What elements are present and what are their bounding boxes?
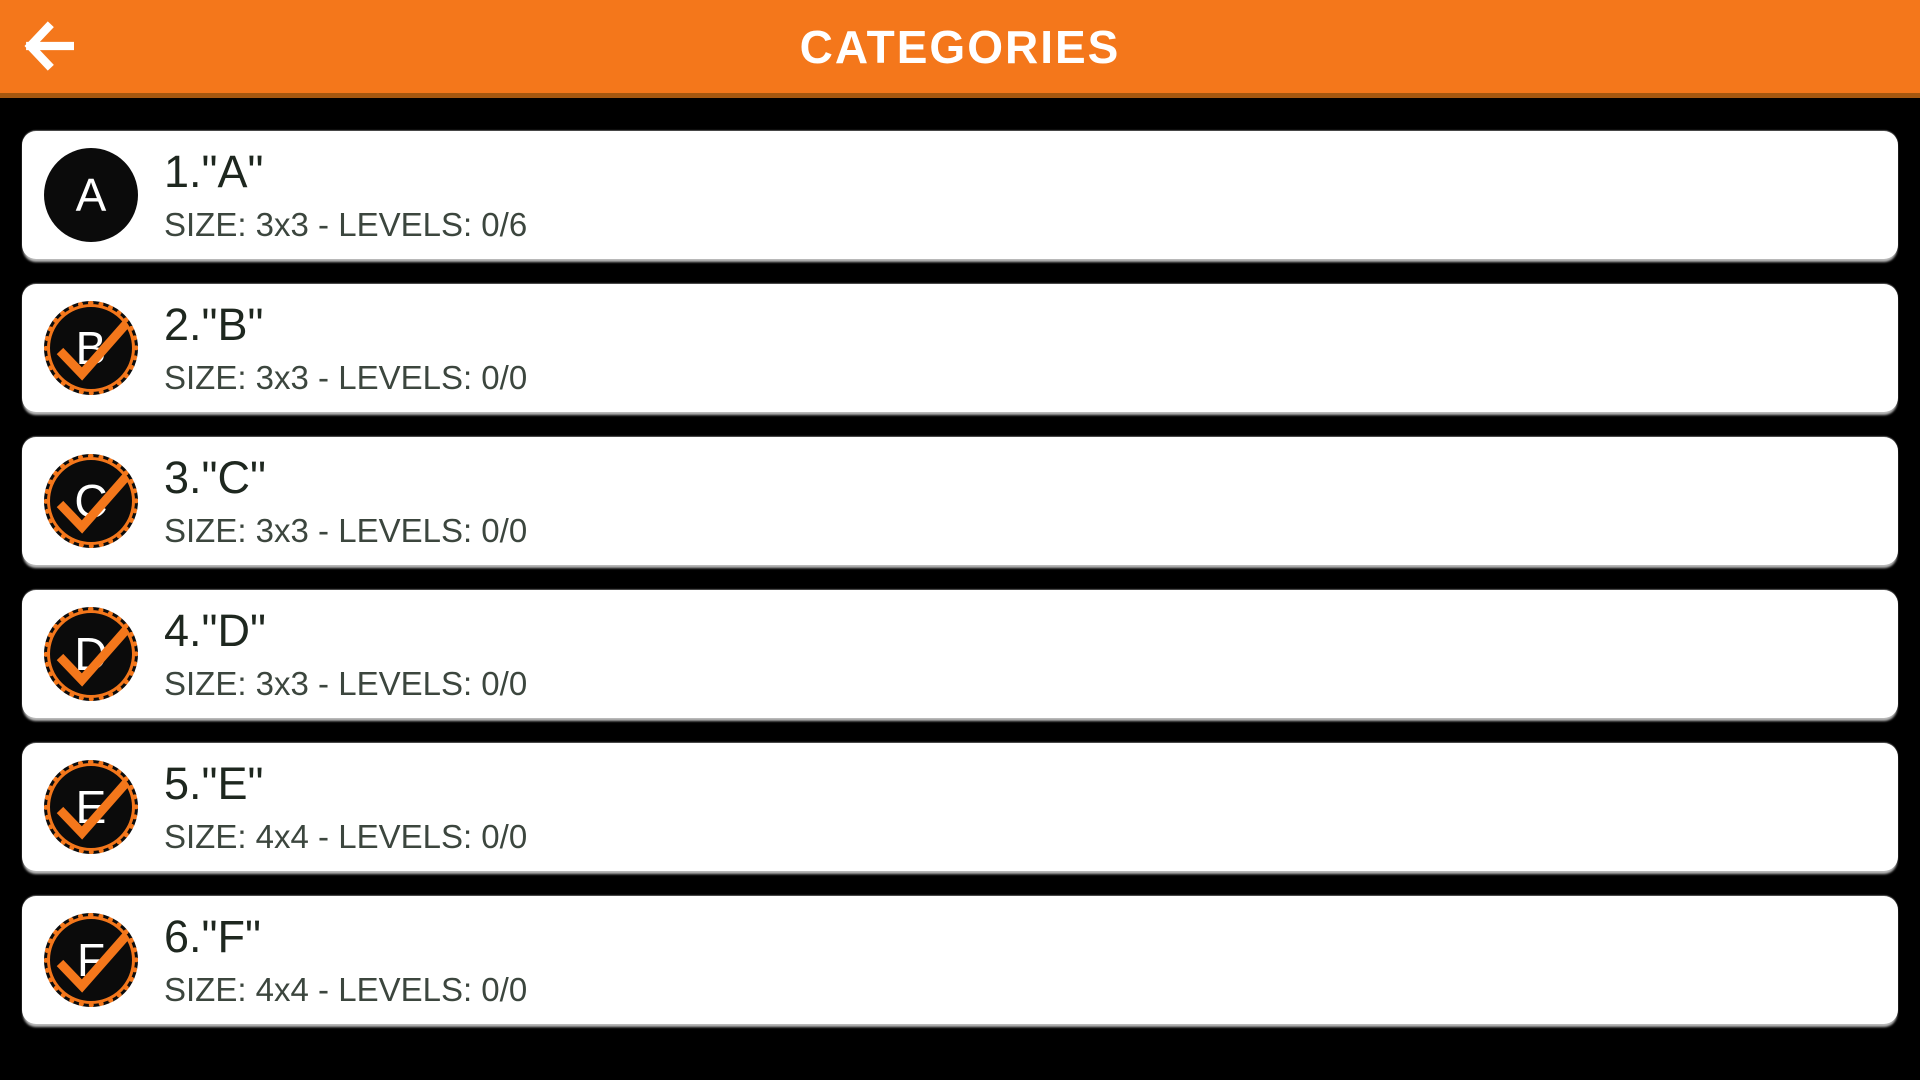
- badge-letter: E: [75, 781, 107, 833]
- category-texts: 1."A" SIZE: 3x3 - LEVELS: 0/6: [164, 147, 527, 243]
- category-badge: C: [44, 454, 138, 548]
- category-subtitle: SIZE: 4x4 - LEVELS: 0/0: [164, 970, 528, 1008]
- category-item[interactable]: D 4."D" SIZE: 3x3 - LEVELS: 0/0: [22, 590, 1898, 718]
- category-item[interactable]: A 1."A" SIZE: 3x3 - LEVELS: 0/6: [22, 131, 1898, 259]
- badge-letter: B: [75, 322, 107, 374]
- category-title: 1."A": [164, 146, 264, 198]
- badge-letter: D: [74, 628, 108, 680]
- category-title: 4."D": [164, 605, 266, 657]
- badge-letter: F: [76, 934, 106, 986]
- category-badge: A: [44, 148, 138, 242]
- arrow-left-icon: [24, 21, 74, 71]
- category-subtitle: SIZE: 3x3 - LEVELS: 0/0: [164, 664, 528, 702]
- category-item[interactable]: E 5."E" SIZE: 4x4 - LEVELS: 0/0: [22, 743, 1898, 871]
- badge-letter: C: [74, 475, 108, 527]
- category-texts: 5."E" SIZE: 4x4 - LEVELS: 0/0: [164, 759, 527, 855]
- category-texts: 4."D" SIZE: 3x3 - LEVELS: 0/0: [164, 606, 527, 702]
- category-subtitle: SIZE: 3x3 - LEVELS: 0/0: [164, 511, 528, 549]
- category-title: 2."B": [164, 299, 264, 351]
- category-texts: 3."C" SIZE: 3x3 - LEVELS: 0/0: [164, 453, 527, 549]
- category-title: 6."F": [164, 911, 261, 963]
- category-title: 3."C": [164, 452, 266, 504]
- category-badge: D: [44, 607, 138, 701]
- badge-letter: A: [75, 169, 107, 221]
- category-subtitle: SIZE: 4x4 - LEVELS: 0/0: [164, 817, 528, 855]
- category-subtitle: SIZE: 3x3 - LEVELS: 0/0: [164, 358, 528, 396]
- app-header: CATEGORIES: [0, 0, 1920, 98]
- category-title: 5."E": [164, 758, 264, 810]
- category-list: A 1."A" SIZE: 3x3 - LEVELS: 0/6 B 2."B" …: [0, 98, 1920, 1024]
- category-texts: 2."B" SIZE: 3x3 - LEVELS: 0/0: [164, 300, 527, 396]
- category-item[interactable]: C 3."C" SIZE: 3x3 - LEVELS: 0/0: [22, 437, 1898, 565]
- category-subtitle: SIZE: 3x3 - LEVELS: 0/6: [164, 205, 528, 243]
- category-badge: F: [44, 913, 138, 1007]
- category-item[interactable]: F 6."F" SIZE: 4x4 - LEVELS: 0/0: [22, 896, 1898, 1024]
- category-item[interactable]: B 2."B" SIZE: 3x3 - LEVELS: 0/0: [22, 284, 1898, 412]
- page-title: CATEGORIES: [799, 20, 1121, 73]
- back-button[interactable]: [22, 19, 76, 73]
- category-badge: B: [44, 301, 138, 395]
- category-texts: 6."F" SIZE: 4x4 - LEVELS: 0/0: [164, 912, 527, 1008]
- category-badge: E: [44, 760, 138, 854]
